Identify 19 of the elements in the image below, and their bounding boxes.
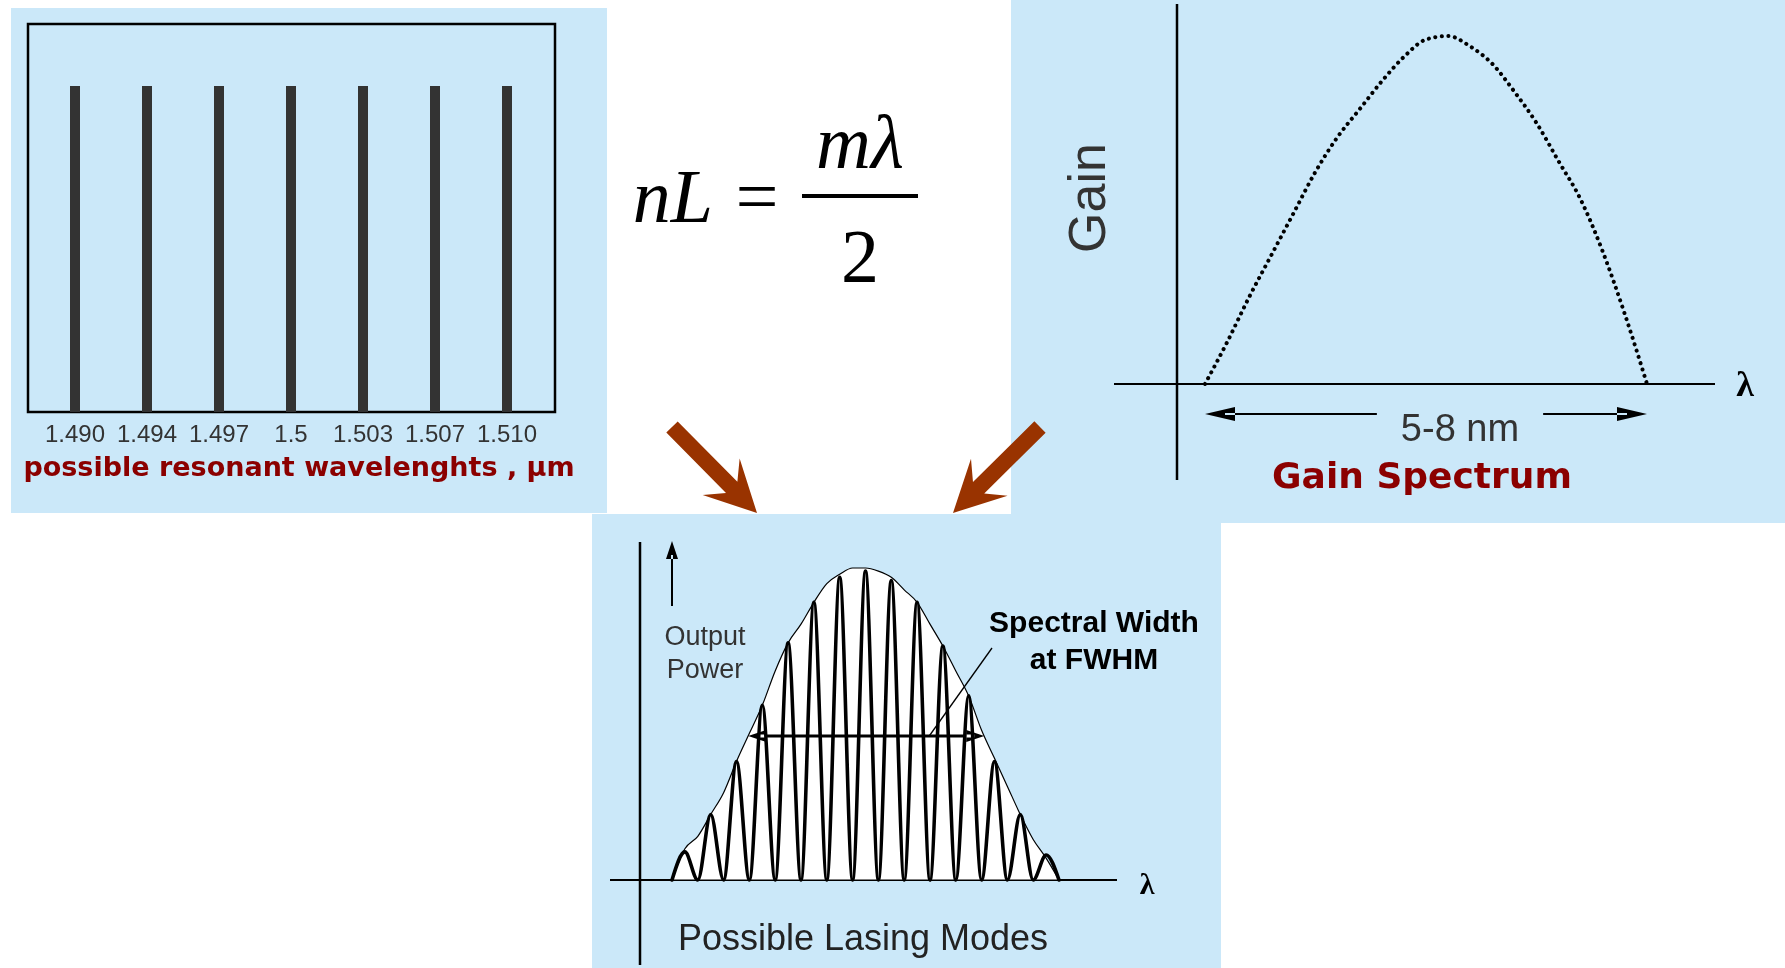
x-tick-label: 1.510 <box>476 419 538 447</box>
x-axis-title: possible resonant wavelenghts , µm <box>23 450 575 482</box>
annotation: Spectral Width at FWHM <box>989 605 1199 675</box>
x-tick-label: 1.494 <box>116 419 178 447</box>
text: Possible Lasing Modes <box>677 916 1049 958</box>
x-axis-title: λ <box>1736 364 1755 404</box>
text: nL = <box>632 154 782 238</box>
x-tick-label: 1.503 <box>332 419 394 447</box>
text: mλ <box>816 100 904 184</box>
text: 5-8 nm <box>1400 407 1520 449</box>
y-axis-title: Gain <box>1058 143 1116 253</box>
x-tick-label: 1.507 <box>404 419 466 447</box>
x-tick-label: 1.5 <box>274 419 308 447</box>
y-axis-title: Output Power <box>664 621 747 684</box>
text: 2 <box>841 214 879 298</box>
x-tick-label: 1.490 <box>44 419 106 447</box>
x-tick-label: 1.497 <box>188 419 250 447</box>
text: Gain Spectrum <box>1272 454 1572 496</box>
x-axis-title: λ <box>1139 866 1155 900</box>
